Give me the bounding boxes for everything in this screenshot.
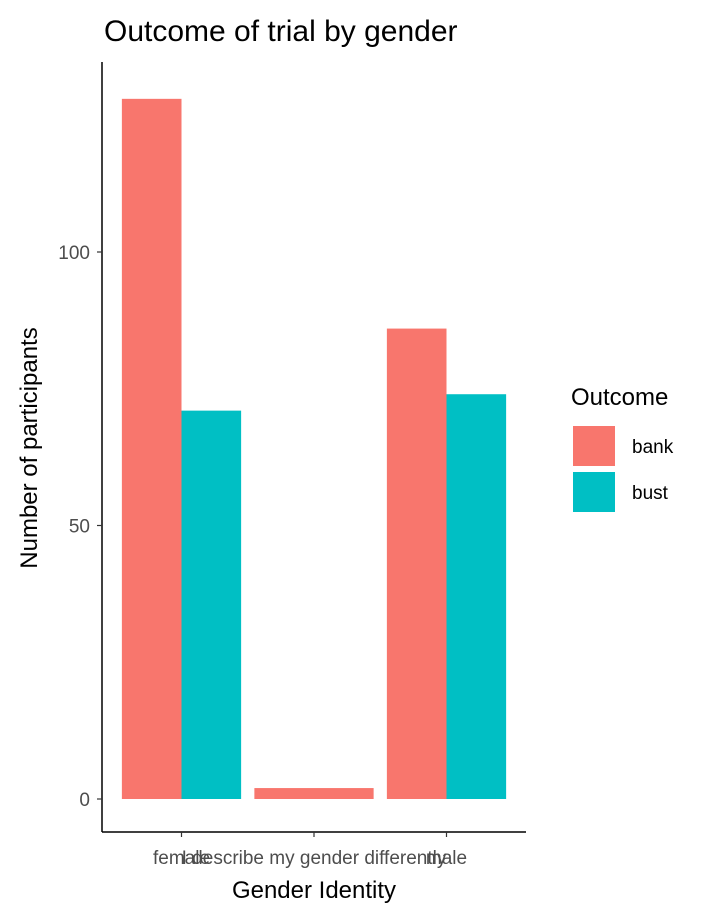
y-axis-ticks: 0 50 100 [58, 243, 102, 811]
legend-label-bank: bank [632, 437, 674, 458]
bar-bank [386, 328, 447, 799]
bar-bank [254, 788, 374, 799]
bar-bust [446, 394, 507, 799]
plot-area [121, 98, 507, 800]
y-axis-title: Number of participants [16, 327, 43, 568]
chart-title: Outcome of trial by gender [104, 15, 458, 48]
legend-label-bust: bust [632, 483, 669, 504]
legend-swatch-bank [573, 426, 615, 466]
legend-swatch-bust [573, 472, 615, 512]
y-tick-label: 100 [58, 243, 90, 264]
legend-title: Outcome [571, 384, 668, 411]
x-tick-label: male [426, 848, 467, 869]
x-tick-label: female [153, 848, 210, 869]
bar-bank [121, 98, 182, 800]
legend-items: bank bust [573, 426, 674, 512]
y-tick-label: 50 [69, 517, 90, 538]
legend: Outcome bank bust [571, 384, 674, 512]
bar-bust [181, 410, 242, 799]
x-tick-label: I describe my gender differently [182, 848, 447, 869]
x-axis-title: Gender Identity [232, 877, 396, 904]
y-tick-label: 0 [79, 790, 90, 811]
